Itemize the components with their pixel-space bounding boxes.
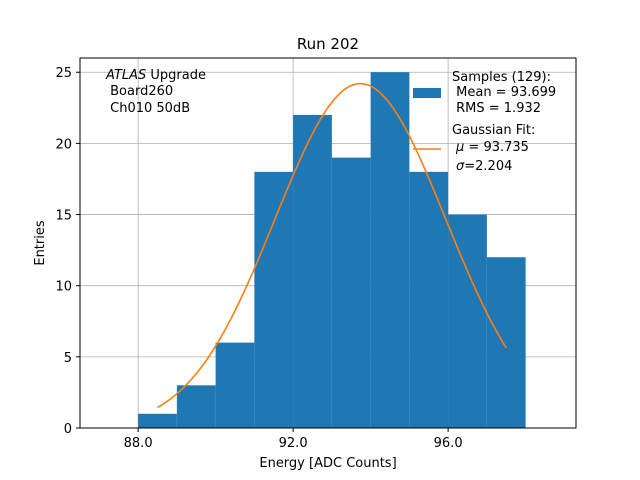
annotation-board-text: Board260 [106,84,173,99]
annotation-upgrade-text: Upgrade [146,68,206,83]
gaussian-fit-curve [157,82,507,409]
histogram-bar [409,171,449,428]
plot-area-frame [79,57,577,429]
x-axis-label: Energy [ADC Counts] [259,456,396,471]
x-tick-label: 96.0 [434,436,463,451]
histogram-bar [486,257,526,428]
y-tick-label: 25 [55,66,72,81]
legend-fit-title: Gaussian Fit: [452,123,535,138]
svg-text:ATLAS Upgrade: ATLAS Upgrade [105,68,206,83]
legend: Samples (129): Mean = 93.699 RMS = 1.932… [413,70,556,174]
x-tick-label: 92.0 [279,436,308,451]
histogram-bars [138,72,526,428]
legend-fit-mu-value: = 93.735 [464,140,529,155]
histogram-bar [254,171,294,428]
y-axis-label: Entries [33,220,48,266]
chart-title: Run 202 [297,35,359,53]
svg-text:σ=2.204: σ=2.204 [456,159,512,174]
y-tick-label: 20 [55,137,72,152]
x-axis-ticks: 88.0 92.0 96.0 [124,428,463,451]
histogram-bar [448,214,487,428]
legend-samples-rms: RMS = 1.932 [452,101,541,116]
y-tick-label: 15 [55,209,72,224]
y-tick-label: 5 [64,351,72,366]
histogram-bar [331,157,371,428]
legend-samples-swatch [413,88,441,98]
svg-text:μ = 93.735: μ = 93.735 [455,140,529,155]
y-tick-label: 0 [64,422,72,437]
histogram-bar [138,413,177,428]
legend-fit-sigma-value: =2.204 [464,159,512,174]
annotation-atlas-text: ATLAS [105,68,146,83]
histogram-bar [215,342,255,428]
annotation-channel-text: Ch010 50dB [106,101,190,116]
legend-samples-title: Samples (129): [452,70,551,85]
histogram-bar [293,114,332,428]
gaussian-fit-group [157,82,507,409]
x-tick-label: 88.0 [124,436,153,451]
y-tick-label: 10 [55,280,72,295]
legend-fit-mu-symbol: μ [455,140,464,155]
legend-samples-mean: Mean = 93.699 [452,85,556,100]
histogram-bar [176,385,216,428]
legend-fit-sigma-symbol: σ [456,159,465,174]
atlas-annotation: ATLAS Upgrade Board260 Ch010 50dB [105,68,206,116]
histogram-bar [370,72,410,428]
y-axis-ticks: 0 5 10 15 20 25 [55,66,80,437]
